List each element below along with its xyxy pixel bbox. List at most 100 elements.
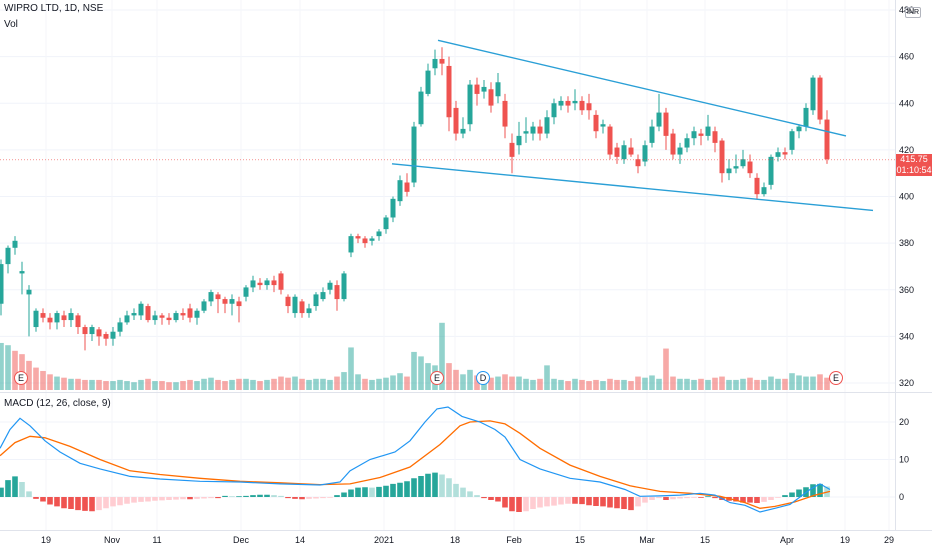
- countdown-timer: 01:10:54: [896, 165, 932, 175]
- candle-body: [250, 280, 256, 288]
- macd-histogram-bar: [327, 497, 333, 498]
- macd-histogram-bar: [320, 497, 326, 499]
- currency-badge[interactable]: INR: [905, 7, 922, 18]
- macd-histogram-bar: [404, 481, 410, 497]
- macd-histogram-bar: [796, 489, 802, 497]
- macd-histogram-bar: [810, 484, 816, 497]
- candle-body: [446, 65, 452, 118]
- candle-body: [670, 133, 676, 155]
- volume-bar: [229, 379, 235, 390]
- candle-body: [152, 315, 158, 321]
- candlesticks: [0, 47, 830, 351]
- candle-body: [439, 58, 445, 64]
- candle-body: [376, 231, 382, 237]
- volume-bar: [257, 381, 263, 390]
- volume-bar: [530, 379, 536, 390]
- candle-body: [0, 264, 4, 304]
- volume-bar: [215, 379, 221, 390]
- volume-bar: [110, 381, 116, 390]
- volume-bar: [96, 379, 102, 390]
- trendlines[interactable]: [391, 39, 874, 212]
- macd-histogram-bar: [817, 483, 823, 497]
- candle-body: [306, 308, 312, 314]
- volume-bar: [796, 375, 802, 390]
- volume-bar: [670, 376, 676, 390]
- trendline-lower: [391, 163, 874, 212]
- macd-histogram-bar: [439, 474, 445, 497]
- candle-body: [530, 126, 536, 134]
- macd-line: [0, 406, 831, 513]
- candle-body: [768, 156, 774, 185]
- macd-histogram-bar: [425, 473, 431, 497]
- macd-histogram-bar: [222, 495, 228, 497]
- candle-body: [481, 86, 487, 92]
- event-marker: [430, 371, 444, 385]
- candle-body: [54, 313, 60, 323]
- candle-body: [89, 327, 95, 335]
- candle-body: [145, 306, 151, 321]
- candle-body: [243, 287, 249, 297]
- volume-bar: [733, 379, 739, 390]
- volume-bar: [313, 378, 319, 390]
- candle-body: [775, 152, 781, 157]
- last-price-tag: 415.75 01:10:54: [896, 154, 932, 176]
- macd-histogram-bar: [145, 497, 151, 502]
- symbol-title[interactable]: WIPRO LTD, 1D, NSE: [4, 3, 104, 14]
- candle-body: [285, 296, 291, 307]
- macd-histogram-bar: [355, 487, 361, 497]
- volume-bar: [236, 378, 242, 390]
- candle-body: [635, 159, 641, 167]
- time-axis[interactable]: 19 Nov 11 Dec 14 2021 18 Feb 15 Mar 15 Apr 19 29: [41, 535, 894, 545]
- volume-bar: [768, 376, 774, 390]
- volume-label[interactable]: Vol: [4, 19, 18, 30]
- candle-body: [411, 126, 417, 183]
- candle-body: [341, 273, 347, 300]
- volume-bar: [89, 379, 95, 390]
- volume-bar: [411, 351, 417, 390]
- candle-body: [488, 89, 494, 106]
- macd-histogram-bar: [264, 494, 270, 497]
- candle-body: [677, 147, 683, 155]
- macd-histogram-bar: [509, 497, 515, 512]
- price-tick-label: 480: [899, 5, 914, 15]
- candle-body: [362, 238, 368, 244]
- macd-label[interactable]: MACD (12, 26, close, 9): [4, 398, 111, 409]
- candle-body: [544, 117, 550, 134]
- macd-histogram-bar: [446, 478, 452, 497]
- macd-histogram-bar: [40, 497, 46, 502]
- candle-body: [75, 315, 81, 328]
- macd-histogram-bar: [558, 497, 564, 505]
- candle-body: [222, 299, 228, 304]
- candle-body: [117, 322, 123, 332]
- last-price-value: 415.75: [900, 154, 928, 164]
- macd-histogram-bar: [362, 487, 368, 497]
- candle-body: [656, 112, 662, 127]
- candle-body: [299, 301, 305, 314]
- macd-histogram-bar: [117, 497, 123, 506]
- candle-body: [278, 273, 284, 290]
- time-tick-label: 19: [840, 535, 850, 545]
- candle-body: [187, 308, 193, 318]
- volume-bar: [376, 378, 382, 390]
- macd-histogram-bar: [271, 495, 277, 497]
- macd-histogram-bar: [677, 497, 683, 499]
- candle-body: [166, 317, 172, 321]
- candle-body: [523, 131, 529, 134]
- volume-bar: [243, 378, 249, 390]
- volume-bar: [712, 377, 718, 390]
- price-tick-label: 360: [899, 285, 914, 295]
- macd-histogram-bar: [131, 497, 137, 503]
- price-axis[interactable]: 480 460 440 420 400 380 360 340 320: [899, 5, 914, 388]
- time-tick-label: Nov: [104, 535, 121, 545]
- volume-bar: [509, 376, 515, 390]
- macd-histogram-bar: [502, 497, 508, 508]
- volume-bar: [551, 378, 557, 390]
- candle-body: [761, 187, 767, 195]
- volume-bar: [47, 374, 53, 390]
- volume-bar: [383, 377, 389, 390]
- macd-axis[interactable]: 20 10 0: [899, 417, 909, 502]
- volume-bar: [54, 376, 60, 390]
- macd-histogram-bar: [733, 497, 739, 502]
